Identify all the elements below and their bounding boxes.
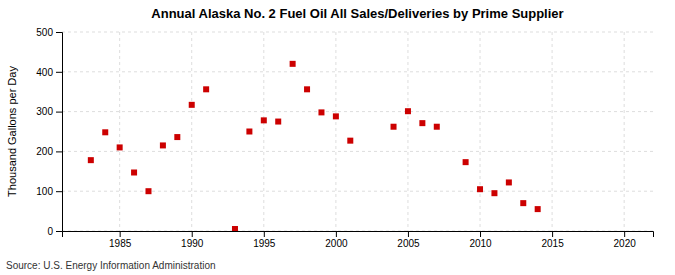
point: [477, 186, 483, 192]
point: [318, 109, 324, 115]
x-tick-label: 2000: [325, 238, 348, 249]
x-grid-line: [624, 32, 625, 231]
x-tick-label: 1995: [253, 238, 276, 249]
x-tick-label: 2015: [541, 238, 564, 249]
point: [275, 119, 281, 125]
x-grid-line: [263, 32, 264, 231]
y-tick: 200: [36, 146, 62, 157]
x-tick-label: 1990: [181, 238, 204, 249]
y-axis-line: [56, 33, 63, 232]
x-tick-label: 1985: [109, 238, 132, 249]
y-axis-label: Thousand Gallons per Day: [6, 66, 18, 197]
point: [145, 188, 151, 194]
x-tick: 1990: [181, 231, 204, 249]
source-note: Source: U.S. Energy Information Administ…: [6, 260, 216, 271]
y-axis: 0 100 200 300 400 500: [36, 27, 62, 237]
point: [261, 117, 267, 123]
y-tick: 100: [36, 186, 62, 197]
y-tick: 400: [36, 67, 62, 78]
point: [117, 144, 123, 150]
x-tick: 1985: [109, 231, 132, 249]
point: [131, 169, 137, 175]
point: [333, 113, 339, 119]
y-tick-label: 100: [36, 186, 53, 197]
point: [160, 142, 166, 148]
point: [347, 138, 353, 144]
y-tick: 300: [36, 106, 62, 117]
point: [506, 179, 512, 185]
x-tick: 2005: [397, 231, 420, 249]
x-grid-line: [119, 32, 120, 231]
chart: 1985 1990 1995 2000 2005 2010 2015 2020 0 100 200 3…: [0, 0, 675, 275]
x-tick: 2015: [541, 231, 564, 249]
point: [189, 102, 195, 108]
y-tick-mark: [56, 72, 62, 73]
point: [203, 86, 209, 92]
y-tick-mark: [56, 112, 62, 113]
x-tick-mark: [120, 231, 121, 237]
x-tick: 2020: [614, 231, 637, 249]
y-grid-line: [62, 151, 653, 152]
point: [520, 200, 526, 206]
point: [535, 206, 541, 212]
y-tick-mark: [56, 231, 62, 232]
x-tick-label: 2020: [614, 238, 637, 249]
plot: 1985 1990 1995 2000 2005 2010 2015 2020 0 100 200 3…: [36, 27, 653, 249]
x-grid-line: [407, 32, 408, 231]
y-grid-line: [62, 32, 653, 33]
x-tick-mark: [264, 231, 265, 237]
y-tick: 0: [47, 226, 62, 237]
y-grid-line: [62, 111, 653, 112]
x-axis: 1985 1990 1995 2000 2005 2010 2015 2020: [63, 231, 654, 249]
x-grid-line: [552, 32, 553, 231]
points: [88, 61, 541, 231]
y-tick-label: 400: [36, 67, 53, 78]
y-tick: 500: [36, 27, 62, 38]
point: [174, 134, 180, 140]
point: [290, 61, 296, 67]
y-tick-label: 500: [36, 27, 53, 38]
title: Annual Alaska No. 2 Fuel Oil All Sales/D…: [151, 6, 563, 21]
y-tick-mark: [56, 32, 62, 33]
x-tick-label: 2010: [469, 238, 492, 249]
point: [391, 124, 397, 130]
point: [491, 190, 497, 196]
x-axis-line: [63, 232, 654, 238]
point: [405, 108, 411, 114]
y-tick-label: 300: [36, 106, 53, 117]
point: [463, 159, 469, 165]
point: [246, 129, 252, 135]
x-tick-mark: [192, 231, 193, 237]
point: [88, 157, 94, 163]
x-grid-line: [191, 32, 192, 231]
point: [102, 129, 108, 135]
y-grid-line: [62, 71, 653, 72]
x-tick-label: 2005: [397, 238, 420, 249]
x-tick-mark: [336, 231, 337, 237]
x-tick-mark: [624, 231, 625, 237]
x-tick: 1995: [253, 231, 276, 249]
x-tick-mark: [408, 231, 409, 237]
x-tick-mark: [552, 231, 553, 237]
y-tick-label: 200: [36, 146, 53, 157]
y-tick-mark: [56, 191, 62, 192]
x-tick: 2000: [325, 231, 348, 249]
point: [434, 124, 440, 130]
x-grid-line: [335, 32, 336, 231]
point: [232, 226, 238, 231]
point: [304, 86, 310, 92]
y-tick-mark: [56, 151, 62, 152]
grid: [62, 32, 653, 231]
x-grid-line: [480, 32, 481, 231]
x-tick: 2010: [469, 231, 492, 249]
x-tick-mark: [480, 231, 481, 237]
y-tick-label: 0: [47, 226, 53, 237]
point: [419, 120, 425, 126]
